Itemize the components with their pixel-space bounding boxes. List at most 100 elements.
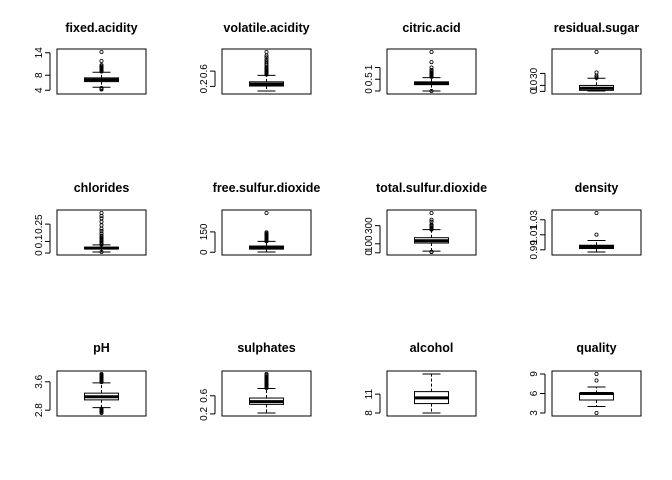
outlier-point: [594, 410, 599, 415]
plot-frame: [221, 209, 312, 256]
plot-frame: [551, 48, 642, 95]
y-tick-label: 0.2: [199, 407, 210, 421]
outlier-point: [99, 249, 104, 254]
y-tick-label: 9: [529, 371, 540, 377]
outlier-point: [99, 231, 104, 236]
outlier-point: [429, 217, 434, 222]
y-tick-label: 0: [529, 88, 540, 94]
boxplot-panel-0: fixed.acidity 4 8 14: [34, 21, 147, 95]
boxplot-panel-2: citric.acid 0 0.5 1: [364, 21, 477, 95]
plot-frame: [56, 370, 147, 417]
outlier-point: [99, 406, 104, 411]
boxplot-panel-4: chlorides 0 0.10.25: [34, 181, 147, 256]
boxplot-panel-7: density 0.991.011.03: [529, 181, 642, 260]
y-tick-label: 0: [34, 250, 45, 256]
outlier-point: [594, 210, 599, 215]
panel-title: residual.sugar: [554, 21, 640, 35]
outlier-point: [99, 59, 104, 64]
y-tick-label: 11: [364, 389, 375, 400]
panel-title: citric.acid: [402, 21, 460, 35]
plot-frame: [386, 48, 477, 95]
y-tick-label: 8: [34, 72, 45, 78]
y-tick-label: 3: [529, 410, 540, 416]
y-tick-label: 2.8: [34, 403, 45, 417]
y-tick-label: 1.01: [529, 225, 540, 245]
outlier-point: [429, 60, 434, 65]
outlier-point: [429, 210, 434, 215]
y-tick-label: 1.03: [529, 210, 540, 230]
y-tick-label: 0.6: [199, 388, 210, 402]
panel-title: pH: [93, 341, 110, 355]
panel-title: alcohol: [410, 341, 454, 355]
outlier-point: [429, 219, 434, 224]
outlier-point: [264, 61, 269, 66]
boxplot-panel-1: volatile.acidity 0.20.6: [199, 21, 312, 95]
outlier-point: [99, 216, 104, 221]
panel-title: free.sulfur.dioxide: [213, 181, 321, 195]
outlier-point: [264, 55, 269, 60]
y-tick-label: 100: [364, 235, 375, 252]
plot-frame: [386, 370, 477, 417]
y-tick-label: 14: [34, 47, 45, 59]
y-tick-label: 0.6: [199, 64, 210, 78]
y-tick-label: 0.2: [199, 79, 210, 93]
outlier-point: [429, 67, 434, 72]
outlier-point: [594, 50, 599, 55]
boxplot-panel-11: quality 3 6 9: [529, 341, 642, 417]
y-tick-label: 6: [529, 390, 540, 396]
y-tick-label: 0.25: [34, 214, 45, 234]
y-tick-label: 300: [364, 217, 375, 234]
panel-title: volatile.acidity: [223, 21, 309, 35]
outlier-point: [264, 374, 269, 379]
outlier-point: [429, 89, 434, 94]
y-tick-label: 10: [529, 79, 540, 91]
plot-frame: [56, 48, 147, 95]
plot-frame: [551, 370, 642, 417]
outlier-point: [99, 233, 104, 238]
outlier-point: [264, 371, 269, 376]
outlier-point: [594, 75, 599, 80]
outlier-point: [99, 210, 104, 215]
outlier-point: [594, 70, 599, 75]
y-tick-label: 0: [364, 88, 375, 94]
outlier-point: [264, 57, 269, 62]
outlier-point: [429, 50, 434, 55]
y-tick-label: 4: [34, 87, 45, 93]
outlier-point: [99, 86, 104, 91]
y-tick-label: 30: [529, 67, 540, 79]
y-tick-label: 8: [364, 410, 375, 416]
y-tick-label: 0: [199, 249, 210, 255]
plot-frame: [56, 209, 147, 256]
y-tick-label: 1: [364, 64, 375, 70]
y-tick-label: 0.1: [34, 234, 45, 248]
boxplot-panel-10: alcohol 8 11: [364, 341, 477, 417]
outlier-point: [99, 63, 104, 68]
boxplot-panel-5: free.sulfur.dioxide 0 150: [199, 181, 321, 256]
outlier-point: [594, 232, 599, 237]
y-tick-label: 0: [364, 250, 375, 256]
plot-frame: [221, 370, 312, 417]
plot-frame: [551, 209, 642, 256]
plot-frame: [221, 48, 312, 95]
outlier-point: [429, 65, 434, 70]
panel-title: chlorides: [74, 181, 130, 195]
y-tick-label: 0.99: [529, 240, 540, 260]
boxplot-panel-8: pH 2.8 3.6: [34, 341, 147, 417]
y-tick-label: 150: [199, 223, 210, 240]
outlier-point: [264, 230, 269, 235]
outlier-point: [99, 50, 104, 55]
outlier-point: [594, 371, 599, 376]
panel-title: density: [575, 181, 619, 195]
outlier-point: [429, 249, 434, 254]
panel-title: quality: [576, 341, 616, 355]
panel-title: fixed.acidity: [65, 21, 137, 35]
y-tick-label: 0.5: [364, 72, 375, 86]
outlier-point: [264, 210, 269, 215]
outlier-point: [594, 378, 599, 383]
outlier-point: [264, 59, 269, 64]
outlier-point: [264, 50, 269, 55]
panel-title: total.sulfur.dioxide: [376, 181, 487, 195]
